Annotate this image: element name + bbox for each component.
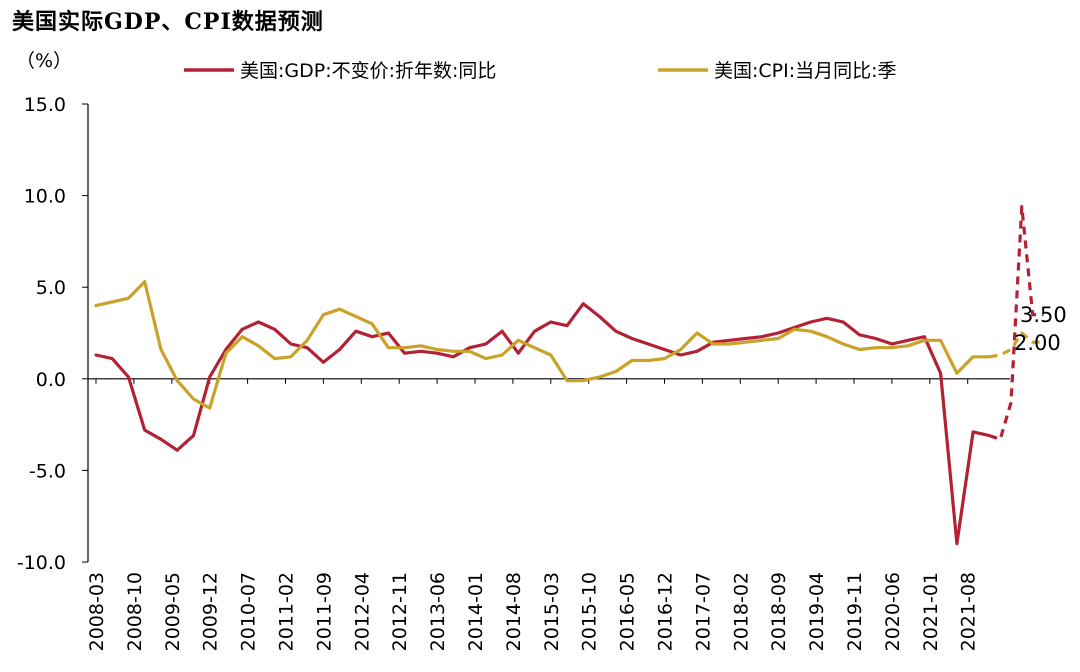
x-tick-label: 2008-03 — [86, 572, 108, 651]
x-tick-label: 2014-01 — [465, 572, 487, 651]
legend-label-1: 美国:GDP:不变价:折年数:同比 — [240, 60, 496, 82]
x-tick-label: 2021-08 — [958, 572, 980, 651]
x-tick-label: 2018-09 — [768, 572, 790, 651]
x-tick-label: 2012-04 — [351, 572, 373, 651]
legend-label-2: 美国:CPI:当月同比:季 — [714, 60, 897, 82]
x-tick-label: 2011-02 — [276, 572, 298, 651]
end-label-series-1: 3.50 — [1020, 303, 1067, 327]
x-tick-label: 2020-06 — [882, 572, 904, 651]
end-label-series-2: 2.00 — [1014, 331, 1061, 355]
series-2-forecast-line — [989, 331, 1044, 359]
x-tick-label: 2009-12 — [200, 572, 222, 651]
x-tick-label: 2017-07 — [692, 572, 714, 651]
x-tick-label: 2019-11 — [844, 572, 866, 651]
x-tick-label: 2021-01 — [920, 572, 942, 651]
x-tick-label: 2015-03 — [541, 572, 563, 651]
series-1-forecast-line — [988, 205, 1044, 441]
x-tick-label: 2015-10 — [579, 572, 601, 651]
y-tick-label: 10.0 — [24, 186, 66, 208]
x-tick-label: 2018-02 — [730, 572, 752, 651]
x-tick-label: 2008-10 — [124, 572, 146, 651]
axes: 15.0 10.0 5.0 0.0 -5.0 -10.0 （%） 2008-03 2008-10… — [16, 50, 1010, 651]
series-2-line — [94, 280, 992, 410]
x-tick-label: 2010-07 — [238, 572, 260, 651]
series-lines — [94, 205, 1044, 546]
x-tick-label: 2016-05 — [617, 572, 639, 651]
x-tick-label: 2019-04 — [806, 572, 828, 651]
x-tick-label: 2009-05 — [162, 572, 184, 651]
chart-title: 美国实际GDP、CPI数据预测 — [12, 9, 324, 35]
x-tick-label: 2016-12 — [655, 572, 677, 651]
y-tick-label: 5.0 — [36, 277, 66, 299]
x-tick-label: 2012-11 — [389, 572, 411, 651]
y-tick-label: 15.0 — [24, 94, 66, 116]
x-tick-label: 2014-08 — [503, 572, 525, 651]
legend: 美国:GDP:不变价:折年数:同比 美国:CPI:当月同比:季 — [184, 60, 897, 82]
x-tick-label: 2011-09 — [313, 572, 335, 651]
y-tick-label: 0.0 — [36, 369, 66, 391]
y-tick-label: -5.0 — [29, 460, 66, 482]
y-tick-label: -10.0 — [17, 552, 66, 574]
x-tick-label: 2013-06 — [427, 572, 449, 651]
series-1-line — [94, 302, 992, 546]
y-axis-unit-label: （%） — [16, 50, 72, 72]
end-labels: 3.50 2.00 — [1014, 303, 1067, 355]
